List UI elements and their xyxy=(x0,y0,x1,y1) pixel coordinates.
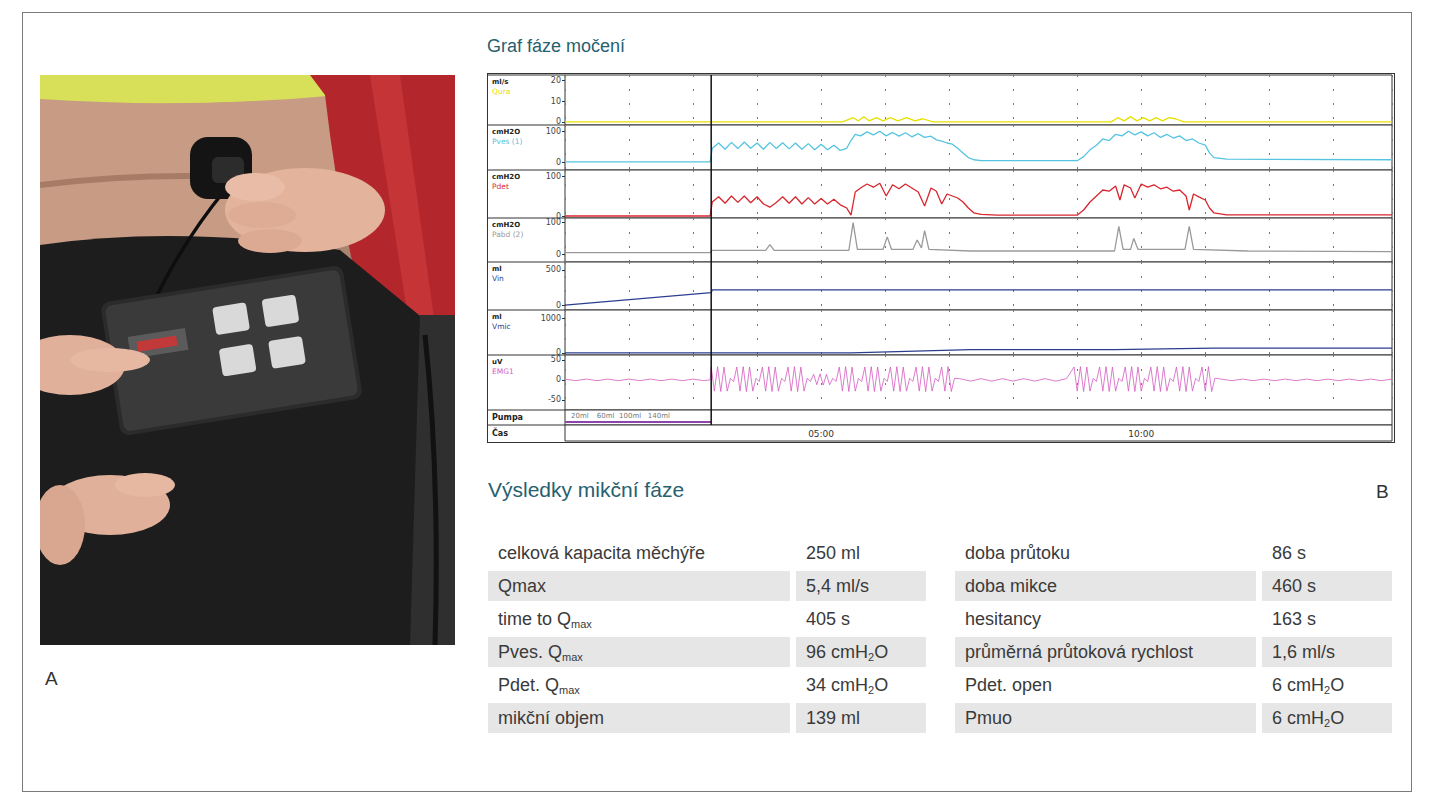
html-text:Qmax: Qmax xyxy=(498,576,546,596)
html-text:doba průtoku: doba průtoku xyxy=(965,543,1071,563)
svg-text:10: 10 xyxy=(551,97,561,106)
svg-text:Čas: Čas xyxy=(492,427,508,438)
svg-text:500: 500 xyxy=(546,265,561,274)
html-text:405 s: 405 s xyxy=(806,609,850,629)
html-text:139 ml: 139 ml xyxy=(806,708,860,728)
html-text:Výsledky mikční fáze: Výsledky mikční fáze xyxy=(488,478,685,501)
svg-text:Qura: Qura xyxy=(492,87,510,96)
html-text:A: A xyxy=(45,668,58,689)
html-text:doba mikce: doba mikce xyxy=(965,576,1058,596)
html-text:Graf fáze močení: Graf fáze močení xyxy=(487,36,626,56)
html-text:1,6 ml/s: 1,6 ml/s xyxy=(1272,642,1335,662)
svg-text:0: 0 xyxy=(556,301,561,310)
svg-text:10:00: 10:00 xyxy=(1128,429,1154,439)
html-text:celková kapacita měchýře: celková kapacita měchýře xyxy=(498,543,706,563)
html-text:Pmuo: Pmuo xyxy=(965,708,1012,728)
svg-text:100: 100 xyxy=(546,172,561,181)
html-text:Pves. Qmax: Pves. Qmax xyxy=(498,642,583,663)
svg-text:100: 100 xyxy=(546,127,561,136)
svg-text:Pves (1): Pves (1) xyxy=(492,137,523,146)
svg-text:05:00: 05:00 xyxy=(808,429,834,439)
svg-text:20ml: 20ml xyxy=(571,412,589,420)
svg-text:EMG1: EMG1 xyxy=(492,367,514,376)
svg-text:0: 0 xyxy=(555,211,561,221)
html-text:250 ml: 250 ml xyxy=(806,543,860,563)
svg-text:0: 0 xyxy=(556,158,561,167)
html-text:5,4 ml/s: 5,4 ml/s xyxy=(806,576,869,596)
html-text:Pdet. open: Pdet. open xyxy=(965,675,1053,695)
svg-text:cmH2O: cmH2O xyxy=(492,173,520,181)
svg-text:ml: ml xyxy=(492,313,502,321)
svg-text:ml: ml xyxy=(492,265,502,273)
html-text:460 s: 460 s xyxy=(1272,576,1316,596)
html-text:6 cmH2O: 6 cmH2O xyxy=(1272,675,1345,696)
svg-text:Vmic: Vmic xyxy=(492,322,511,331)
html-text:mikční objem: mikční objem xyxy=(498,708,604,728)
svg-text:100: 100 xyxy=(546,218,561,227)
html-text:hesitancy: hesitancy xyxy=(965,609,1041,629)
html-text:34 cmH2O: 34 cmH2O xyxy=(806,675,889,696)
svg-text:Pabd (2): Pabd (2) xyxy=(492,230,523,239)
html-text:163 s: 163 s xyxy=(1272,609,1316,629)
svg-text:cmH2O: cmH2O xyxy=(492,128,520,136)
svg-text:60ml: 60ml xyxy=(597,412,615,420)
svg-text:uV: uV xyxy=(492,358,503,366)
html-text:Pdet. Qmax: Pdet. Qmax xyxy=(498,675,580,696)
html-text:B: B xyxy=(1376,481,1389,502)
svg-text:0: 0 xyxy=(555,348,561,358)
html-text:96 cmH2O: 96 cmH2O xyxy=(806,642,889,663)
svg-text:-50: -50 xyxy=(548,395,561,404)
svg-text:0: 0 xyxy=(556,250,561,259)
svg-text:ml/s: ml/s xyxy=(492,78,508,86)
html-text:86 s: 86 s xyxy=(1272,543,1306,563)
svg-text:Pumpa: Pumpa xyxy=(492,413,523,422)
svg-text:0: 0 xyxy=(556,117,561,126)
svg-text:140ml: 140ml xyxy=(648,412,670,420)
svg-text:20: 20 xyxy=(551,76,561,85)
svg-text:1000: 1000 xyxy=(541,314,561,323)
svg-text:Pdet: Pdet xyxy=(492,182,509,191)
html-text:time to Qmax: time to Qmax xyxy=(498,609,592,630)
html-text:průměrná průtoková rychlost: průměrná průtoková rychlost xyxy=(965,642,1194,662)
svg-text:50: 50 xyxy=(551,355,561,364)
html-text:6 cmH2O: 6 cmH2O xyxy=(1272,708,1345,729)
svg-text:cmH2O: cmH2O xyxy=(492,221,520,229)
svg-text:Vin: Vin xyxy=(492,274,504,283)
svg-text:0: 0 xyxy=(556,375,561,384)
svg-text:100ml: 100ml xyxy=(619,412,641,420)
